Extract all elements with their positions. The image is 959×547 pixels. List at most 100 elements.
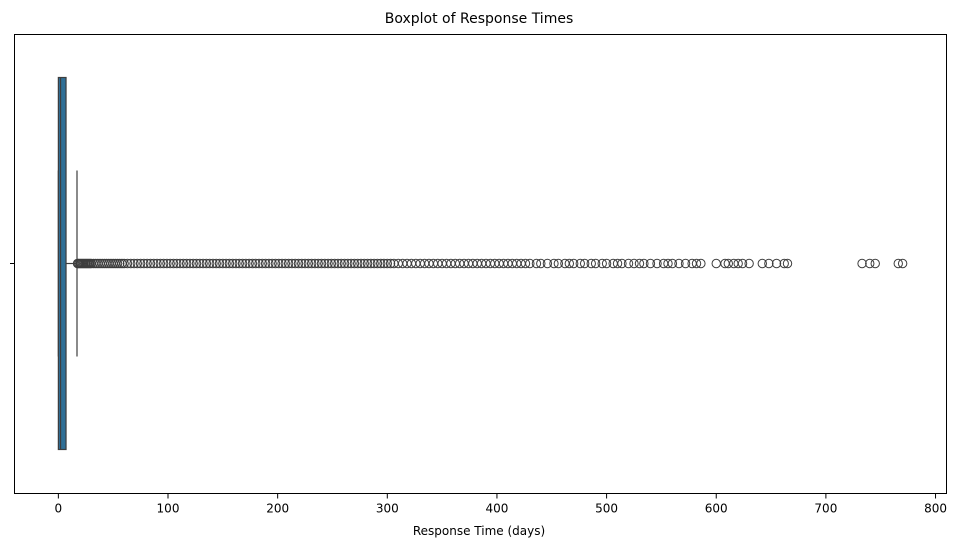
outlier-point: [283, 258, 294, 269]
outlier-point: [893, 258, 903, 269]
outlier-point: [257, 258, 268, 269]
outlier-point: [737, 258, 748, 269]
outlier-point: [569, 258, 579, 269]
outlier-point: [214, 258, 225, 269]
outlier-point: [733, 258, 743, 269]
outlier-point: [313, 258, 323, 269]
outlier-point: [247, 258, 258, 269]
outlier-point: [629, 258, 639, 269]
x-tick-label: 100: [157, 502, 180, 516]
outlier-point: [264, 258, 274, 269]
outlier-point: [112, 258, 123, 269]
outlier-point: [241, 258, 251, 269]
outlier-point: [234, 258, 244, 269]
x-tick-label: 400: [485, 502, 508, 516]
outlier-point: [757, 258, 767, 269]
outlier-point: [349, 258, 360, 269]
outlier-point: [303, 258, 314, 269]
outlier-point: [645, 258, 656, 269]
outlier-point: [579, 258, 590, 269]
outlier-point: [115, 258, 125, 269]
outlier-point: [857, 258, 867, 269]
outlier-point: [290, 258, 300, 269]
outlier-point: [198, 258, 208, 269]
outlier-point: [590, 258, 601, 269]
outlier-point: [542, 258, 553, 269]
outlier-point: [601, 258, 612, 269]
outlier-point: [221, 258, 231, 269]
outlier-point: [208, 258, 218, 269]
outlier-point: [181, 258, 192, 269]
outlier-point: [617, 258, 627, 269]
outlier-point: [172, 258, 182, 269]
outlier-point: [372, 258, 383, 269]
outlier-point: [162, 258, 172, 269]
outlier-point: [139, 258, 149, 269]
outlier-point: [667, 258, 678, 269]
outlier-point: [191, 258, 202, 269]
outlier-point: [696, 258, 706, 269]
outlier-point: [267, 258, 277, 269]
outlier-point: [663, 258, 673, 269]
outlier-point: [310, 258, 320, 269]
outlier-point: [270, 258, 281, 269]
outlier-point: [897, 258, 908, 269]
outlier-point: [711, 258, 721, 269]
outlier-point: [336, 258, 346, 269]
outlier-point: [652, 258, 662, 269]
outlier-point: [346, 258, 356, 269]
outlier-point: [300, 258, 310, 269]
iqr-box: [57, 76, 67, 451]
outlier-point: [145, 258, 156, 269]
outlier-point: [251, 258, 261, 269]
outlier-point: [201, 258, 212, 269]
outlier-point: [175, 258, 185, 269]
box-and-whiskers: [57, 76, 78, 451]
outlier-point: [385, 258, 396, 269]
outlier-point: [333, 258, 343, 269]
outlier-point: [158, 258, 169, 269]
x-tick-label: 700: [814, 502, 837, 516]
outlier-point: [359, 258, 369, 269]
outlier-point: [306, 258, 317, 269]
outlier-point: [129, 258, 139, 269]
outlier-points: [72, 258, 908, 269]
outlier-point: [293, 258, 304, 269]
outlier-point: [323, 258, 333, 269]
outlier-point: [536, 258, 546, 269]
x-axis-label: Response Time (days): [413, 524, 545, 538]
outlier-point: [782, 258, 793, 269]
outlier-point: [211, 258, 221, 269]
outlier-point: [297, 258, 307, 269]
outlier-point: [329, 258, 340, 269]
outlier-point: [254, 258, 264, 269]
outlier-point: [218, 258, 228, 269]
outlier-point: [525, 258, 535, 269]
outlier-point: [277, 258, 287, 269]
x-tick-label: 300: [376, 502, 399, 516]
outlier-point: [549, 258, 559, 269]
outlier-point: [178, 258, 189, 269]
outlier-point: [227, 258, 238, 269]
outlier-point: [287, 258, 297, 269]
outlier-point: [764, 258, 774, 269]
outlier-point: [564, 258, 575, 269]
outlier-point: [639, 258, 649, 269]
outlier-point: [376, 258, 386, 269]
outlier-point: [674, 258, 684, 269]
x-axis-ticks: 0 100 200 300 400 500 600 700 800: [55, 493, 947, 516]
outlier-point: [612, 258, 623, 269]
outlier-point: [870, 258, 880, 269]
outlier-point: [531, 258, 542, 269]
chart-title: Boxplot of Response Times: [385, 11, 574, 27]
outlier-point: [597, 258, 607, 269]
outlier-point: [132, 258, 143, 269]
outlier-point: [185, 258, 195, 269]
outlier-point: [382, 258, 392, 269]
x-tick-label: 500: [595, 502, 618, 516]
outlier-point: [680, 258, 691, 269]
outlier-point: [152, 258, 162, 269]
outlier-point: [520, 258, 531, 269]
outlier-point: [362, 258, 373, 269]
